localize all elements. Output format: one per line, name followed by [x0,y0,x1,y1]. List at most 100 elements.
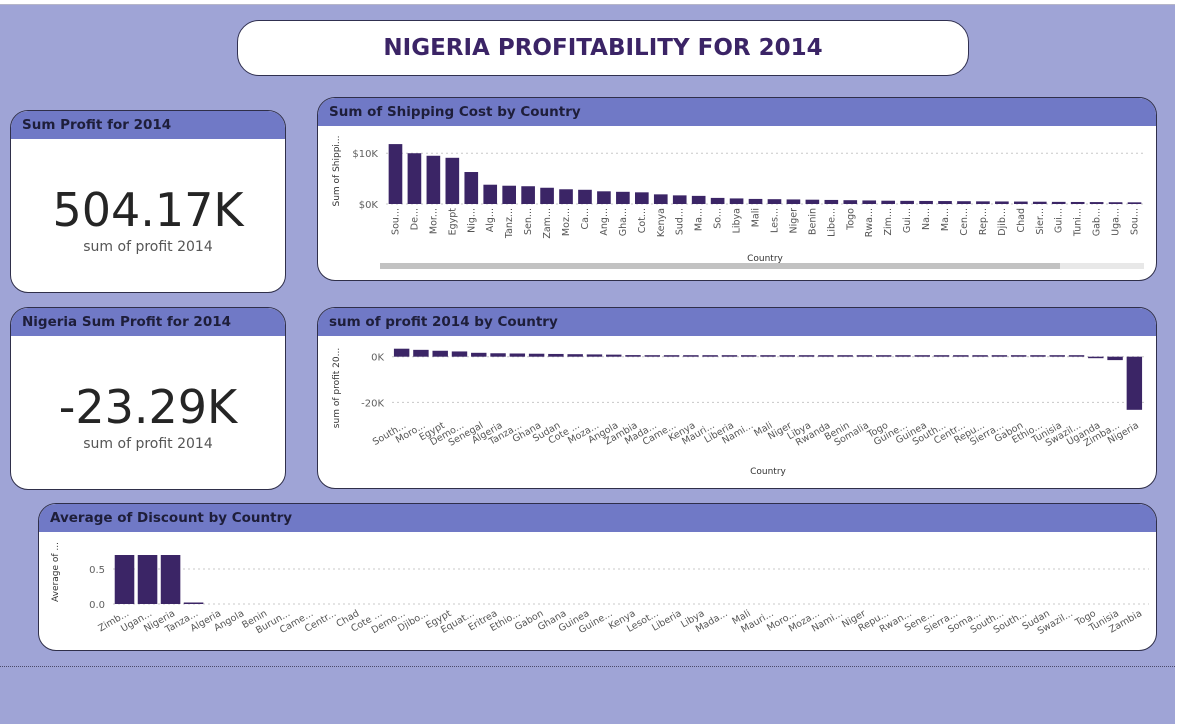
bar [1107,356,1123,361]
bar [767,199,782,204]
bar [1068,355,1085,357]
report-title-box: NIGERIA PROFITABILITY FOR 2014 [237,20,969,76]
bar [528,353,545,357]
bar [748,198,763,204]
bar [741,355,757,357]
y-axis-label: Average of ... [51,542,61,602]
bar [1127,202,1142,204]
x-tick-label: Benin [807,208,818,235]
x-tick-label: Kenya [656,208,667,237]
y-tick-label: $10K [352,149,378,160]
x-tick-label: Nig... [466,208,477,233]
x-tick-label: Egypt [447,208,458,236]
x-tick-label: Rwa... [864,208,875,237]
bar [875,355,892,357]
chart-title: Average of Discount by Country [50,510,293,526]
chart-card-discount[interactable]: Average of Discount by Country 0.5 0.0 Ave… [38,503,1157,651]
x-tick-label: Ang... [599,208,610,236]
x-axis-label: Country [750,467,786,477]
bar [521,186,535,204]
x-tick-label: Djib... [997,208,1008,236]
shipping-cost-chart: $10K $0K Sum of Shippi... Sou... De... Mor...… [332,135,1144,269]
kpi-card-sum-profit[interactable]: Sum Profit for 2014 504.17K sum of profi… [10,110,286,293]
x-tick-label: Tuni... [1073,208,1084,237]
bar [760,355,776,357]
bar [862,200,877,204]
report-title: NIGERIA PROFITABILITY FOR 2014 [383,35,823,61]
bar [445,157,460,204]
bar [567,354,583,357]
bar [818,355,834,357]
bar [919,200,933,204]
x-tick-label: Chad [1016,208,1027,233]
bar [451,351,468,357]
chart-card-profit-by-country[interactable]: sum of profit 2014 by Country 0K -20K sum … [317,307,1157,489]
x-tick-label: Gui... [902,208,913,233]
kpi-card-nigeria-profit[interactable]: Nigeria Sum Profit for 2014 -23.29K sum … [10,307,286,490]
x-tick-label: Niger [788,208,799,234]
bar [1089,202,1104,204]
bar [881,200,895,204]
bar [914,355,930,357]
bar [976,201,990,204]
bar [625,355,641,357]
y-axis-label: Sum of Shippi... [332,135,342,206]
bar [644,355,661,357]
kpi-value: -23.29K [58,380,238,434]
bar [407,153,422,204]
bar [1049,355,1065,357]
bar [1014,201,1028,204]
bar [895,355,911,357]
x-tick-label: Mor... [428,208,439,234]
x-tick-label: Sier... [1035,208,1046,235]
y-tick-label: -20K [361,398,384,409]
bar [540,187,554,204]
chart-card-header: Sum of Shipping Cost by Country [318,98,1156,126]
bar [663,355,680,357]
chart-card-header: sum of profit 2014 by Country [318,308,1156,336]
bar [653,194,668,204]
kpi-card-header: Nigeria Sum Profit for 2014 [11,308,285,336]
bar [548,353,564,357]
bar [559,189,573,204]
x-tick-label: So... [713,208,724,229]
bar [464,172,479,204]
bar [729,198,744,204]
x-tick-label: Alg... [485,208,496,232]
kpi-value: 504.17K [52,183,244,237]
bar [183,602,204,604]
bar [1108,202,1123,204]
x-tick-label: Mali [751,208,762,227]
bar [957,201,971,204]
x-tick-label: Zim... [883,208,894,235]
bar [426,155,441,204]
bar [160,555,181,604]
page-divider [0,666,1175,667]
bar [586,354,603,357]
x-tick-label: Tanz... [504,208,515,239]
x-tick-label: Libya [732,208,743,233]
chart-card-shipping-cost[interactable]: Sum of Shipping Cost by Country $10K $0K S… [317,97,1157,281]
bar [1070,201,1085,204]
bar [691,195,706,204]
bar [597,191,611,204]
x-tick-label: Gab... [1092,208,1103,236]
bar [616,191,630,204]
bar [786,199,801,204]
kpi-card-header: Sum Profit for 2014 [11,111,285,139]
x-tick-label: Ma... [694,208,705,231]
x-tick-label: Sen... [523,208,534,235]
bar [805,199,820,204]
bar [683,355,699,357]
scrollbar-thumb [380,263,1060,269]
x-tick-label: Ma... [940,208,951,231]
chart-card-header: Average of Discount by Country [39,504,1156,532]
y-tick-label: $0K [359,200,379,211]
bar [413,349,429,357]
y-tick-label: 0.5 [89,565,105,576]
bar [432,350,448,357]
x-tick-label: Cen... [959,208,970,236]
kpi-title: Sum Profit for 2014 [22,117,172,133]
bar [938,201,952,204]
